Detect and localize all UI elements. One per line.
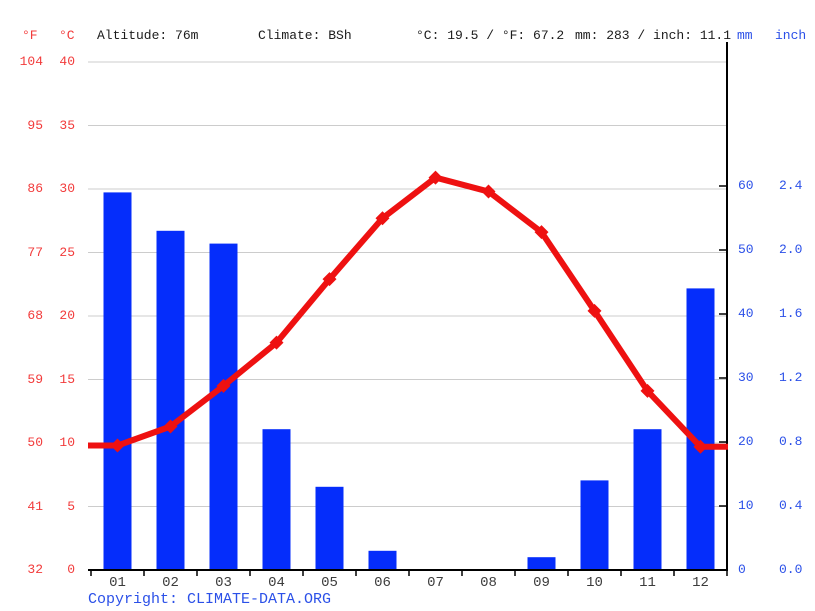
right-axis-tick-mm: 10: [738, 498, 754, 513]
left-axis-tick-fahrenheit: 68: [27, 308, 43, 323]
precipitation-bar: [368, 550, 397, 570]
precipitation-bar: [633, 429, 662, 570]
precipitation-bar: [315, 486, 344, 570]
right-axis-unit-mm: mm: [737, 28, 753, 43]
month-label: 04: [268, 575, 285, 591]
right-axis-tick-inch: 0.0: [779, 562, 803, 577]
right-axis-tick-mm: 20: [738, 434, 754, 449]
precipitation-bar: [156, 230, 185, 571]
temperature-line: [88, 174, 728, 450]
precipitation-bar: [527, 557, 556, 570]
right-axis-tick-inch: 1.2: [779, 370, 803, 385]
left-axis-tick-fahrenheit: 86: [27, 181, 43, 196]
right-axis-tick-mm: 50: [738, 242, 754, 257]
month-label: 08: [480, 575, 497, 591]
climate-data-org-link[interactable]: CLIMATE-DATA.ORG: [187, 591, 332, 608]
precipitation-bar: [262, 429, 291, 570]
right-axis-tick-inch: 2.0: [779, 242, 803, 257]
temperature-marker: [428, 170, 443, 185]
right-axis-unit-inch: inch: [775, 28, 807, 43]
temperature-marker: [587, 303, 602, 318]
left-axis-tick-celsius: 15: [59, 372, 75, 387]
left-axis-tick-celsius: 5: [67, 499, 75, 514]
month-label: 10: [586, 575, 603, 591]
month-label: 09: [533, 575, 550, 591]
precipitation-bar: [103, 192, 132, 570]
temperature-marker: [163, 419, 178, 434]
temperature-marker: [640, 383, 655, 398]
precipitation-bar: [209, 243, 238, 570]
month-label: 11: [639, 575, 656, 591]
month-label: 02: [162, 575, 179, 591]
temperature-marker: [375, 211, 390, 226]
right-axis-tick-mm: 60: [738, 178, 754, 193]
left-axis-tick-celsius: 10: [59, 435, 75, 450]
temperature-summary-label: °C: 19.5 / °F: 67.2: [416, 28, 565, 43]
month-label: 07: [427, 575, 444, 591]
precipitation-summary-label: mm: 283 / inch: 11.1: [575, 28, 732, 43]
climate-class-label: Climate: BSh: [258, 28, 352, 43]
left-axis-tick-celsius: 25: [59, 245, 75, 260]
right-axis-tick-inch: 2.4: [779, 178, 803, 193]
left-axis-tick-fahrenheit: 50: [27, 435, 43, 450]
left-axis-tick-fahrenheit: 77: [27, 245, 43, 260]
temperature-marker: [481, 184, 496, 199]
left-axis-tick-celsius: 30: [59, 181, 75, 196]
left-axis-tick-celsius: 0: [67, 562, 75, 577]
right-axis-tick-mm: 40: [738, 306, 754, 321]
left-axis-unit-fahrenheit: °F: [22, 28, 38, 43]
right-axis-tick-inch: 0.8: [779, 434, 803, 449]
left-axis-unit-celsius: °C: [59, 28, 75, 43]
left-axis-tick-fahrenheit: 32: [27, 562, 43, 577]
left-axis-tick-fahrenheit: 59: [27, 372, 43, 387]
temperature-marker: [216, 378, 231, 393]
right-axis-tick-inch: 0.4: [779, 498, 803, 513]
temperature-marker: [534, 225, 549, 240]
temperature-marker: [322, 272, 337, 287]
left-axis-tick-celsius: 40: [59, 54, 75, 69]
temperature-marker: [269, 335, 284, 350]
right-axis-tick-inch: 1.6: [779, 306, 803, 321]
copyright-prefix: Copyright:: [88, 591, 188, 608]
left-axis-tick-fahrenheit: 95: [27, 118, 43, 133]
right-axis-tick-mm: 30: [738, 370, 754, 385]
left-axis-tick-fahrenheit: 104: [19, 54, 43, 69]
precipitation-bar: [686, 288, 715, 570]
left-axis-tick-celsius: 20: [59, 308, 75, 323]
precipitation-bar: [580, 480, 609, 570]
left-axis-tick-fahrenheit: 41: [27, 499, 43, 514]
month-label: 05: [321, 575, 338, 591]
month-label: 01: [109, 575, 126, 591]
copyright-line: Copyright: CLIMATE-DATA.ORG: [88, 591, 331, 608]
temperature-marker: [110, 438, 125, 453]
month-label: 06: [374, 575, 391, 591]
month-label: 12: [692, 575, 709, 591]
left-axis-tick-celsius: 35: [59, 118, 75, 133]
temperature-marker: [693, 439, 708, 454]
altitude-label: Altitude: 76m: [97, 28, 199, 43]
right-axis-tick-mm: 0: [738, 562, 746, 577]
month-label: 03: [215, 575, 232, 591]
